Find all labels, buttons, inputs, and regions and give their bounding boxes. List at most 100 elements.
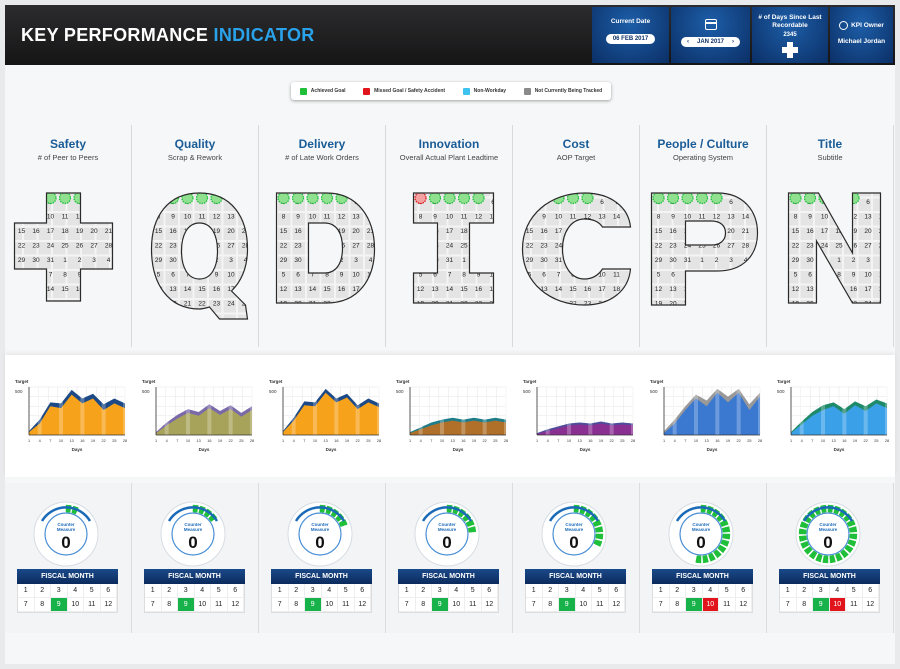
- calendar-day[interactable]: 14: [184, 286, 192, 293]
- calendar-day[interactable]: 22: [835, 301, 843, 308]
- fiscal-month-cell[interactable]: 4: [194, 584, 211, 598]
- calendar-day[interactable]: 12: [584, 214, 592, 221]
- fiscal-month-cell[interactable]: 12: [862, 598, 879, 612]
- calendar-day[interactable]: 10: [489, 272, 497, 279]
- calendar-day[interactable]: 11: [62, 214, 69, 221]
- calendar-day[interactable]: 3: [354, 257, 358, 264]
- calendar-day[interactable]: 7: [107, 199, 111, 206]
- calendar-day[interactable]: 15: [460, 286, 468, 293]
- calendar-day[interactable]: 8: [837, 272, 841, 279]
- calendar-day[interactable]: 17: [864, 286, 872, 293]
- calendar-day[interactable]: 11: [699, 214, 706, 221]
- calendar-day[interactable]: 27: [864, 243, 872, 250]
- fiscal-month-cell[interactable]: 12: [481, 598, 498, 612]
- calendar-day[interactable]: 1: [20, 199, 24, 206]
- fiscal-month-cell[interactable]: 7: [399, 598, 416, 612]
- calendar-day[interactable]: 24: [227, 301, 235, 308]
- calendar-day[interactable]: 25: [613, 301, 621, 308]
- calendar-day[interactable]: 30: [32, 257, 40, 264]
- calendar-day[interactable]: 16: [584, 286, 592, 293]
- calendar-day[interactable]: 20: [864, 228, 872, 235]
- calendar-day[interactable]: 9: [340, 272, 344, 279]
- fiscal-month-cell[interactable]: 11: [846, 598, 863, 612]
- fiscal-month-cell[interactable]: 7: [18, 598, 35, 612]
- calendar-day[interactable]: 1: [837, 257, 841, 264]
- calendar-day[interactable]: 13: [806, 286, 814, 293]
- calendar-day[interactable]: 17: [90, 286, 98, 293]
- calendar-day[interactable]: 20: [352, 228, 360, 235]
- calendar-day[interactable]: 13: [598, 214, 606, 221]
- calendar-day[interactable]: 16: [713, 286, 721, 293]
- month-selector[interactable]: ‹ JAN 2017 ›: [680, 37, 741, 47]
- calendar-day[interactable]: 13: [169, 286, 177, 293]
- calendar-day[interactable]: 16: [475, 286, 483, 293]
- calendar-day[interactable]: 16: [850, 286, 858, 293]
- calendar-day[interactable]: 23: [584, 301, 592, 308]
- calendar-day[interactable]: 18: [698, 228, 706, 235]
- calendar-day[interactable]: 2: [34, 199, 38, 206]
- calendar-day[interactable]: 9: [715, 272, 719, 279]
- calendar-day[interactable]: 28: [879, 243, 887, 250]
- calendar-day[interactable]: 9: [78, 272, 82, 279]
- calendar-day[interactable]: 11: [613, 272, 620, 279]
- calendar-day[interactable]: 6: [92, 199, 96, 206]
- calendar-day[interactable]: 4: [369, 257, 373, 264]
- fiscal-month-cell[interactable]: 11: [465, 598, 482, 612]
- fiscal-month-cell[interactable]: 9: [51, 598, 68, 612]
- calendar-day[interactable]: 29: [417, 257, 425, 264]
- calendar-day[interactable]: 9: [808, 214, 812, 221]
- calendar-day[interactable]: 17: [821, 228, 829, 235]
- fiscal-month-cell[interactable]: 3: [432, 584, 449, 598]
- calendar-day[interactable]: 9: [586, 272, 590, 279]
- fiscal-month-cell[interactable]: 5: [465, 584, 482, 598]
- calendar-day[interactable]: 28: [742, 243, 750, 250]
- calendar-day[interactable]: 22: [569, 301, 577, 308]
- calendar-day[interactable]: 31: [446, 257, 454, 264]
- calendar-day[interactable]: 21: [504, 228, 512, 235]
- calendar-day[interactable]: 1: [700, 257, 704, 264]
- calendar-day[interactable]: 6: [491, 199, 495, 206]
- calendar-day[interactable]: 6: [808, 272, 812, 279]
- calendar-day[interactable]: 19: [792, 301, 800, 308]
- calendar-day[interactable]: 25: [61, 243, 69, 250]
- calendar-day[interactable]: 26: [76, 243, 84, 250]
- calendar-day[interactable]: 19: [850, 228, 858, 235]
- calendar-day[interactable]: 16: [294, 228, 302, 235]
- kpi-letter-calendar[interactable]: 1234567891011121314151617181920212223242…: [513, 183, 640, 323]
- calendar-day[interactable]: 1: [325, 257, 329, 264]
- calendar-day[interactable]: 29: [655, 257, 663, 264]
- calendar-day[interactable]: 23: [169, 243, 177, 250]
- calendar-day[interactable]: 4: [506, 257, 510, 264]
- calendar-day[interactable]: 26: [713, 243, 721, 250]
- calendar-day[interactable]: 17: [727, 286, 735, 293]
- calendar-day[interactable]: 24: [821, 243, 829, 250]
- fiscal-month-cell[interactable]: 4: [321, 584, 338, 598]
- calendar-day[interactable]: 19: [338, 228, 346, 235]
- calendar-day[interactable]: 17: [227, 286, 235, 293]
- fiscal-month-cell[interactable]: 1: [18, 584, 35, 598]
- calendar-day[interactable]: 4: [881, 257, 885, 264]
- calendar-day[interactable]: 10: [47, 214, 55, 221]
- fiscal-month-cell[interactable]: 7: [526, 598, 543, 612]
- calendar-day[interactable]: 18: [742, 286, 750, 293]
- calendar-day[interactable]: 4: [244, 257, 248, 264]
- fiscal-month-cell[interactable]: 6: [227, 584, 244, 598]
- calendar-day[interactable]: 16: [213, 286, 221, 293]
- calendar-day[interactable]: 14: [47, 286, 55, 293]
- calendar-day[interactable]: 6: [671, 272, 675, 279]
- calendar-day[interactable]: 23: [294, 243, 302, 250]
- calendar-day[interactable]: 18: [835, 228, 843, 235]
- calendar-day[interactable]: 8: [419, 214, 423, 221]
- fiscal-month-cell[interactable]: 10: [702, 598, 719, 612]
- calendar-day[interactable]: 22: [18, 243, 26, 250]
- fiscal-month-cell[interactable]: 10: [67, 598, 84, 612]
- calendar-day[interactable]: 23: [713, 301, 721, 308]
- fiscal-month-cell[interactable]: 9: [305, 598, 322, 612]
- calendar-day[interactable]: 19: [76, 228, 84, 235]
- fiscal-month-cell[interactable]: 6: [735, 584, 752, 598]
- calendar-day[interactable]: 15: [155, 228, 163, 235]
- calendar-day[interactable]: 14: [879, 214, 887, 221]
- fiscal-month-cell[interactable]: 3: [178, 584, 195, 598]
- calendar-day[interactable]: 25: [698, 243, 706, 250]
